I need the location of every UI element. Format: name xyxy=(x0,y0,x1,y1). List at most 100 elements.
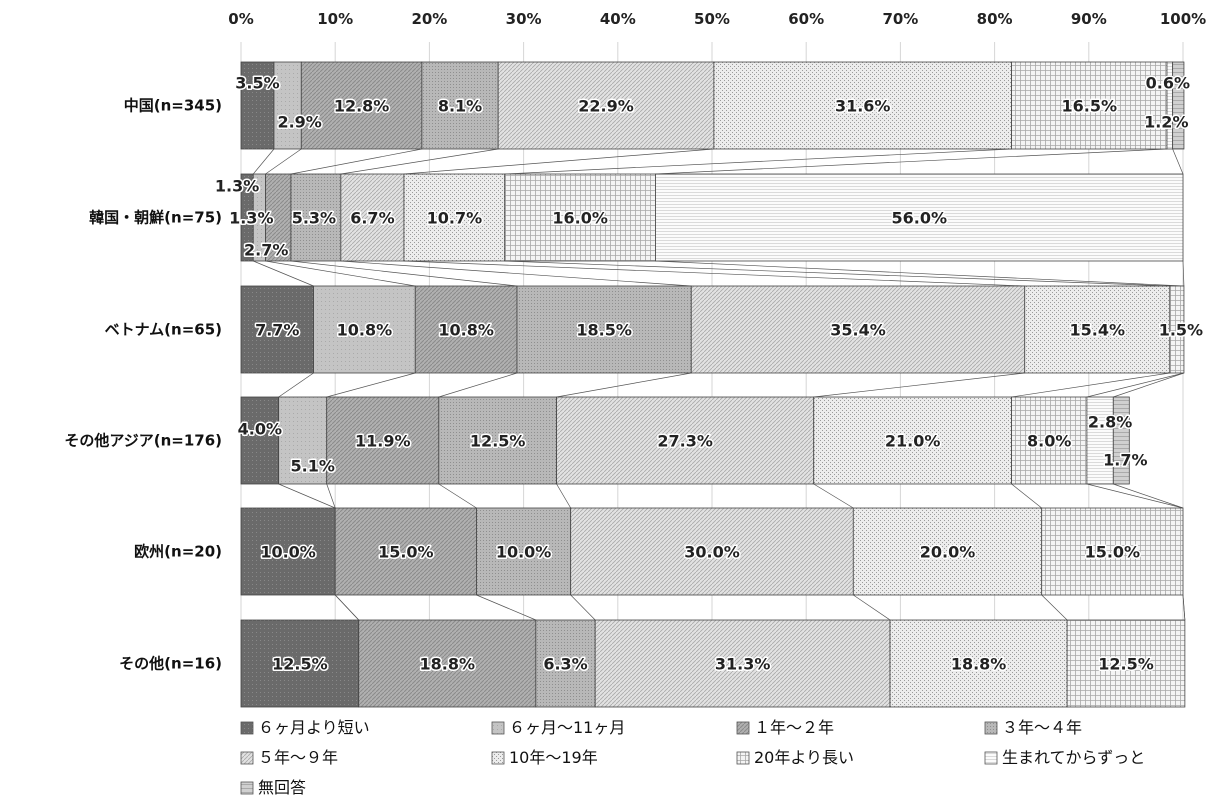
data-label: 1.5% xyxy=(1159,321,1203,340)
data-label: 8.1% xyxy=(438,97,482,116)
legend-label: ３年～４年 xyxy=(1002,718,1082,737)
series-connector xyxy=(326,483,336,509)
x-tick-label: 50% xyxy=(694,10,730,28)
legend-swatch xyxy=(736,751,750,765)
legend-label: ５年～９年 xyxy=(258,748,338,767)
series-connector xyxy=(1086,483,1184,509)
bar-segment xyxy=(273,61,302,150)
data-label: 4.0% xyxy=(238,420,282,439)
data-label: 7.7% xyxy=(255,321,299,340)
bar-segment xyxy=(1024,285,1171,374)
series-connector xyxy=(340,148,499,175)
data-label: 11.9% xyxy=(355,432,411,451)
legend-label: 無回答 xyxy=(258,778,306,797)
series-connector xyxy=(655,260,1184,287)
bar-segment xyxy=(535,619,596,708)
legend-swatch xyxy=(984,751,998,765)
series-connector xyxy=(1172,148,1184,175)
legend-label: 10年～19年 xyxy=(509,748,598,767)
bar-segment xyxy=(358,619,537,708)
bar-segment xyxy=(556,396,815,485)
bar-segment xyxy=(516,285,692,374)
bar-segment xyxy=(414,285,518,374)
bar-segment xyxy=(497,61,715,150)
legend-label: １年～２年 xyxy=(754,718,834,737)
series-connector xyxy=(1113,483,1184,509)
bar-segment xyxy=(340,173,405,262)
data-label: 31.6% xyxy=(835,97,891,116)
series-connector xyxy=(253,260,314,287)
x-tick-label: 0% xyxy=(228,10,253,28)
series-connector xyxy=(1011,372,1170,398)
bar-segment xyxy=(1066,619,1186,708)
data-label: 12.5% xyxy=(1098,655,1154,674)
bar-segment xyxy=(1086,396,1114,485)
series-connector xyxy=(334,594,360,621)
data-label: 1.7% xyxy=(1103,451,1147,470)
bar-segment xyxy=(813,396,1012,485)
series-connector xyxy=(403,148,714,175)
bar-segment xyxy=(421,61,499,150)
bar-segment xyxy=(476,507,572,596)
bar-segment xyxy=(655,173,1184,262)
data-label: 22.9% xyxy=(578,97,634,116)
series-connector xyxy=(252,148,275,175)
category-label: 欧州(n=20) xyxy=(134,543,222,561)
series-connector xyxy=(290,148,422,175)
series-connector xyxy=(556,483,572,509)
x-tick-label: 20% xyxy=(411,10,447,28)
bar-segment xyxy=(852,507,1043,596)
data-label: 5.1% xyxy=(291,457,335,476)
data-label: 15.4% xyxy=(1070,321,1126,340)
series-connector xyxy=(265,260,416,287)
data-label: 16.0% xyxy=(552,209,608,228)
bar-segment xyxy=(240,396,280,485)
bar-segment xyxy=(313,285,416,374)
series-connector xyxy=(1113,372,1185,398)
series-connector xyxy=(1011,483,1042,509)
x-tick-label: 40% xyxy=(600,10,636,28)
legend-swatch xyxy=(240,781,254,795)
data-label: 27.3% xyxy=(657,432,713,451)
data-label: 12.5% xyxy=(470,432,526,451)
x-tick-label: 10% xyxy=(317,10,353,28)
series-connector xyxy=(853,594,891,621)
bar-segment xyxy=(403,173,506,262)
series-connector xyxy=(556,372,692,398)
series-connector xyxy=(326,372,416,398)
data-label: 8.0% xyxy=(1027,432,1071,451)
data-label: 3.5% xyxy=(235,74,279,93)
bar-segment xyxy=(326,396,440,485)
bar-segment xyxy=(240,619,360,708)
series-connector xyxy=(813,483,854,509)
bar-segment xyxy=(1112,396,1130,485)
series-connector xyxy=(278,483,336,509)
bar-segment xyxy=(1169,285,1185,374)
bar-segment xyxy=(570,507,854,596)
data-label: 10.8% xyxy=(337,321,393,340)
bar-segment xyxy=(438,396,557,485)
legend-label: ６ヶ月～11ヶ月 xyxy=(509,718,625,737)
series-connector xyxy=(1182,260,1185,287)
data-label: 15.0% xyxy=(1085,543,1141,562)
category-label: 中国(n=345) xyxy=(124,97,222,115)
x-tick-label: 100% xyxy=(1160,10,1206,28)
series-connector xyxy=(1041,594,1068,621)
legend-swatch xyxy=(491,721,505,735)
data-label: 2.8% xyxy=(1088,413,1132,432)
data-label: 18.8% xyxy=(420,655,476,674)
series-connector xyxy=(290,260,518,287)
data-label: 2.7% xyxy=(244,241,288,260)
series-connector xyxy=(265,148,302,175)
data-label: 12.5% xyxy=(272,655,328,674)
series-connector xyxy=(570,594,596,621)
category-label: 韓国・朝鮮(n=75) xyxy=(89,209,222,227)
data-label: 0.6% xyxy=(1146,74,1190,93)
category-label: その他(n=16) xyxy=(119,655,222,673)
series-connector xyxy=(476,594,536,621)
legend-swatch xyxy=(736,721,750,735)
bar-segment xyxy=(1172,61,1185,150)
bar-segment xyxy=(278,396,328,485)
x-tick-label: 60% xyxy=(788,10,824,28)
